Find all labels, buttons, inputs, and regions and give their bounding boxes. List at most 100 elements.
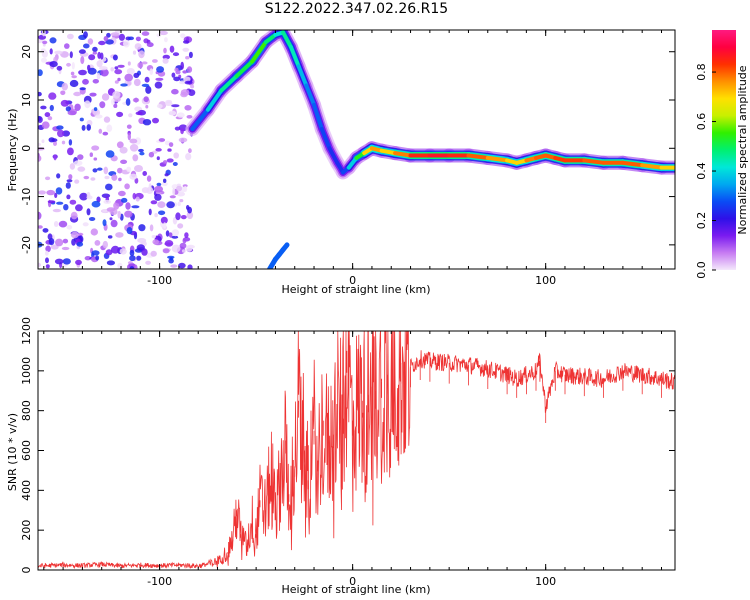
spectrogram-noise-blob <box>135 111 143 116</box>
spectrogram-noise-blob <box>83 175 90 180</box>
spectrogram-noise-blob <box>49 104 54 112</box>
spectrogram-noise-blob <box>69 51 73 59</box>
spectrogram-noise-blob <box>175 212 181 221</box>
spectrogram-noise-blob <box>156 66 165 73</box>
snr-y-tick-label: 400 <box>20 480 33 501</box>
spectrogram-noise-blob <box>106 124 113 132</box>
spectrogram-noise-blob <box>87 38 94 45</box>
snr-y-tick-label: 1000 <box>20 357 33 385</box>
spectrogram-noise-blob <box>156 104 163 109</box>
spectrogram-noise-blob <box>106 260 115 266</box>
spectrogram-noise-blob <box>98 40 106 46</box>
spectrogram-noise-blob <box>171 244 181 253</box>
snr-y-tick-label: 600 <box>20 440 33 461</box>
spectrogram-noise-blob <box>173 76 181 82</box>
spectrogram-noise-blob <box>111 245 120 254</box>
spectrogram-noise-blob <box>95 255 100 261</box>
spectrogram-noise-blob <box>41 48 46 52</box>
spectrogram-noise-blob <box>38 262 41 268</box>
spectrogram-noise-blob <box>84 256 92 261</box>
spectrogram-trace-segment <box>288 44 301 69</box>
spectrogram-noise-blob <box>188 148 192 154</box>
spectrogram-noise-blob <box>146 175 152 182</box>
spectrogram-trace-segment <box>620 160 645 168</box>
spectrogram-noise-blob <box>61 140 66 145</box>
spectrogram-noise-blob <box>134 43 142 50</box>
spectrogram-noise-blob <box>42 40 48 45</box>
spectrogram-noise-blob <box>116 111 124 118</box>
spectrogram-noise-blob <box>77 154 84 160</box>
spectrogram-noise-blob <box>104 175 110 180</box>
spectrogram-noise-blob <box>127 61 131 66</box>
spectrogram-noise-blob <box>114 80 119 84</box>
spectrogram-noise-blob <box>70 211 78 220</box>
spectrogram-noise-blob <box>159 30 168 36</box>
spectrogram-noise-blob <box>148 151 155 158</box>
spectrogram-noise-blob <box>83 31 88 39</box>
spectrogram-noise-blob <box>184 80 193 85</box>
spectrogram-noise-blob <box>149 68 154 75</box>
spectrogram-noise-blob <box>38 69 43 77</box>
spectrogram-noise-blob <box>45 176 51 181</box>
spectrogram-noise-blob <box>183 76 191 82</box>
spectrogram-noise-blob <box>86 124 91 131</box>
spectrogram-noise-blob <box>95 114 103 119</box>
spectrogram-noise-blob <box>56 125 64 130</box>
spectrogram-noise-blob <box>180 89 190 96</box>
spectrogram-noise-blob <box>92 79 100 84</box>
spectrogram-trace-segment <box>582 158 606 165</box>
snr-y-tick-label: 0 <box>20 567 33 574</box>
snr-y-axis-label: SNR (10 * v/v) <box>6 413 19 491</box>
spectrogram-y-tick-label: -10 <box>20 188 33 206</box>
spectrogram-noise-blob <box>182 47 190 52</box>
spectrogram-noise-blob <box>131 205 140 209</box>
spectrogram-noise-blob <box>89 152 94 157</box>
spectrogram-noise-blob <box>103 116 111 123</box>
spectrogram-noise-blob <box>66 62 71 67</box>
spectrogram-noise-blob <box>183 186 188 192</box>
spectrogram-noise-blob <box>163 47 167 54</box>
spectrogram-noise-blob <box>177 201 181 207</box>
spectrogram-noise-blob <box>109 217 113 221</box>
spectrogram-x-tick-label: -100 <box>147 274 172 287</box>
spectrogram-noise-blob <box>120 83 128 87</box>
spectrogram-noise-blob <box>125 98 131 106</box>
spectrogram-noise-blob <box>53 141 57 146</box>
spectrogram-noise-blob <box>126 68 135 75</box>
spectrogram-noise-blob <box>45 245 51 253</box>
spectrogram-noise-blob <box>163 222 167 229</box>
snr-x-axis-label: Height of straight line (km) <box>281 583 430 596</box>
snr-y-tick-label: 800 <box>20 400 33 421</box>
spectrogram-noise-blob <box>118 177 122 182</box>
spectrogram-noise-blob <box>155 148 162 152</box>
spectrogram-noise-blob <box>56 65 63 71</box>
spectrogram-noise-blob <box>110 67 114 72</box>
spectrogram-noise-blob <box>84 100 91 109</box>
spectrogram-noise-blob <box>77 232 84 236</box>
spectrogram-noise-blob <box>176 112 185 118</box>
spectrogram-noise-blob <box>110 32 120 37</box>
spectrogram-noise-blob <box>164 240 174 247</box>
spectrogram-noise-blob <box>102 209 108 213</box>
spectrogram-noise-blob <box>42 228 49 233</box>
spectrogram-noise-blob <box>106 207 116 212</box>
spectrogram-noise-blob <box>129 144 139 152</box>
spectrogram-noise-blob <box>96 60 103 68</box>
spectrogram-noise-blob <box>164 37 168 43</box>
spectrogram-noise-blob <box>102 240 109 249</box>
spectrogram-noise-blob <box>97 51 102 59</box>
spectrogram-noise-blob <box>186 115 193 119</box>
spectrogram-noise-blob <box>119 146 128 154</box>
spectrogram-noise-blob <box>41 139 45 143</box>
spectrogram-noise-blob <box>134 165 143 172</box>
spectrogram-noise-blob <box>162 58 169 64</box>
spectrogram-noise-blob <box>169 257 174 261</box>
spectrogram-noise-blob <box>38 116 43 123</box>
spectrogram-noise-blob <box>188 51 193 59</box>
spectrogram-noise-blob <box>138 50 145 59</box>
spectrogram-noise-blob <box>138 148 144 153</box>
spectrogram-noise-blob <box>155 77 164 81</box>
spectrogram-noise-blob <box>117 77 121 82</box>
spectrogram-noise-blob <box>52 208 62 213</box>
